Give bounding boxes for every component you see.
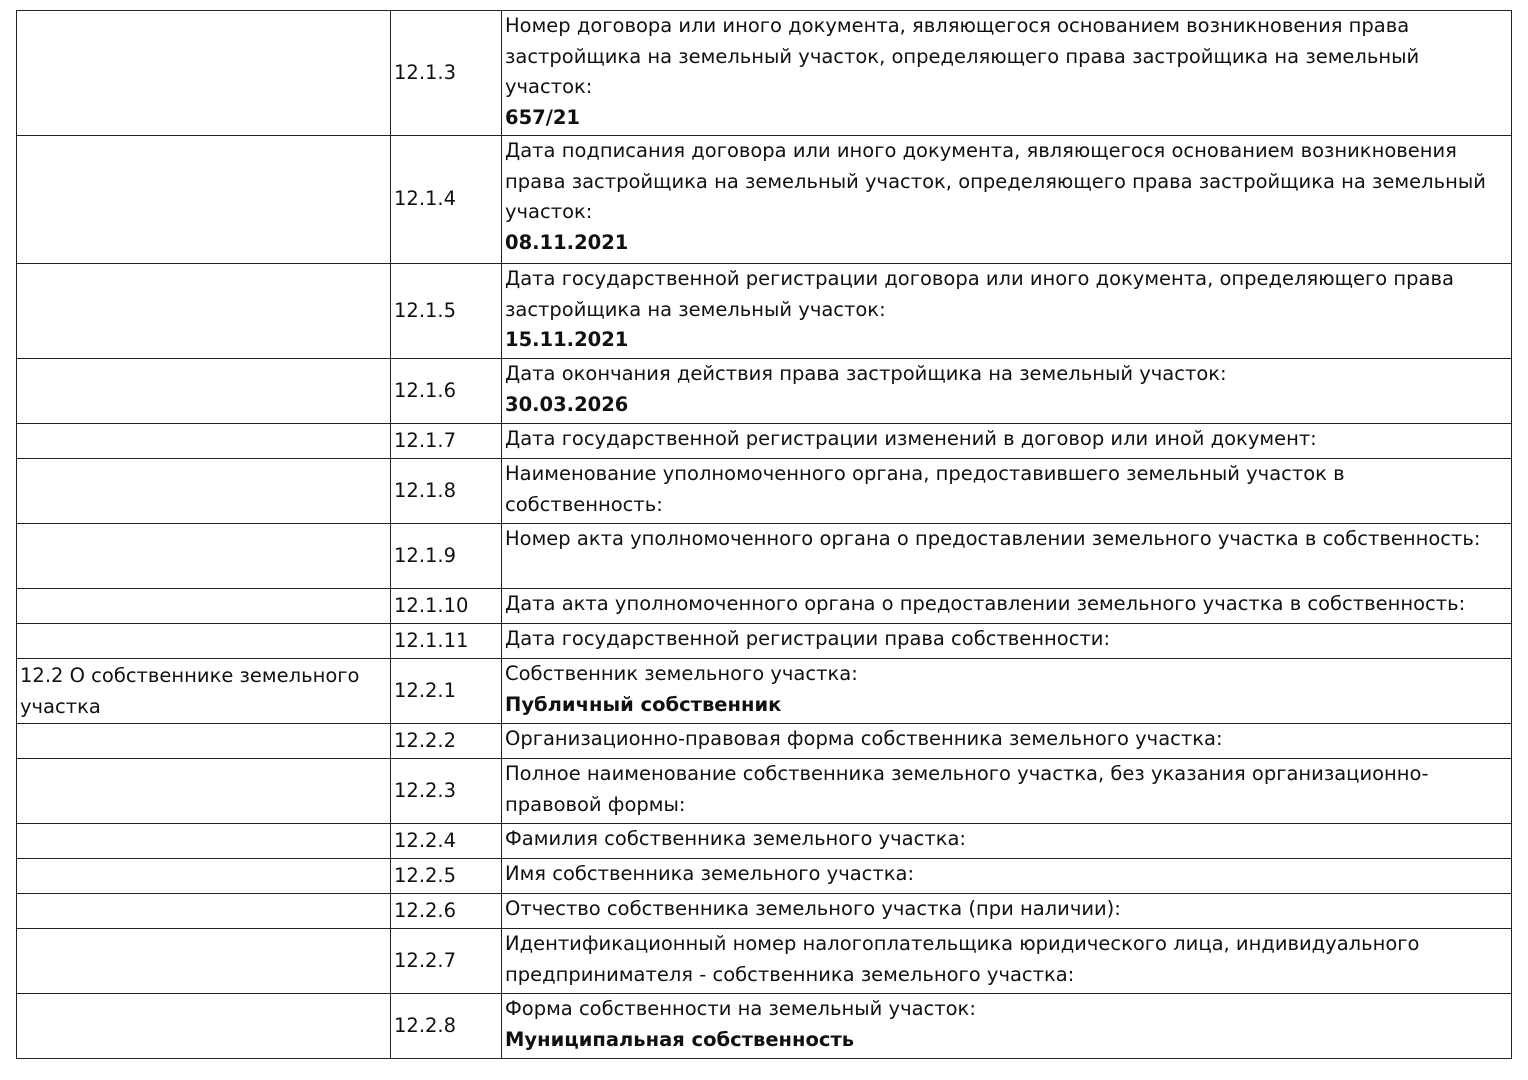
- item-description: Дата государственной регистрации договор…: [501, 263, 1512, 359]
- table-row: 12.1.4 Дата подписания договора или иног…: [16, 135, 1512, 264]
- item-number: 12.2.4: [390, 823, 502, 859]
- table-row: 12.2.8 Форма собственности на земельный …: [16, 993, 1512, 1059]
- item-number: 12.1.6: [390, 358, 502, 424]
- item-description: Фамилия собственника земельного участка:: [501, 823, 1512, 859]
- item-label: Дата государственной регистрации изменен…: [505, 427, 1317, 450]
- item-value: 30.03.2026: [505, 392, 629, 416]
- item-value: Публичный собственник: [505, 692, 782, 716]
- item-description: Полное наименование собственника земельн…: [501, 758, 1512, 824]
- item-value: 15.11.2021: [505, 328, 629, 351]
- item-description: Отчество собственника земельного участка…: [501, 893, 1512, 929]
- section-cell: [16, 10, 391, 136]
- item-label: Фамилия собственника земельного участка:: [505, 827, 967, 850]
- item-number: 12.2.3: [390, 758, 502, 824]
- section-cell: [16, 588, 391, 624]
- item-number: 12.1.11: [390, 623, 502, 659]
- item-number: 12.1.7: [390, 423, 502, 459]
- item-label: Идентификационный номер налогоплательщик…: [505, 932, 1420, 986]
- item-number: 12.2.8: [390, 993, 502, 1059]
- item-description: Идентификационный номер налогоплательщик…: [501, 928, 1512, 994]
- section-cell: [16, 458, 391, 524]
- item-value: Муниципальная собственность: [505, 1027, 855, 1051]
- section-cell: [16, 723, 391, 759]
- item-label: Номер акта уполномоченного органа о пред…: [505, 527, 1481, 550]
- item-label: Форма собственности на земельный участок…: [505, 997, 976, 1020]
- section-cell: [16, 263, 391, 359]
- item-number: 12.2.6: [390, 893, 502, 929]
- section-cell: [16, 928, 391, 994]
- item-label: Организационно-правовая форма собственни…: [505, 727, 1223, 750]
- table-row: 12.1.8 Наименование уполномоченного орга…: [16, 458, 1512, 524]
- item-label: Отчество собственника земельного участка…: [505, 897, 1121, 920]
- item-number: 12.2.1: [390, 658, 502, 724]
- item-description: Номер договора или иного документа, явля…: [501, 10, 1512, 136]
- table-row: 12.2 О собственнике земельного участка 1…: [16, 658, 1512, 724]
- item-description: Наименование уполномоченного органа, пре…: [501, 458, 1512, 524]
- item-label: Собственник земельного участка:: [505, 662, 858, 685]
- item-label: Дата акта уполномоченного органа о предо…: [505, 592, 1466, 615]
- item-description: Дата акта уполномоченного органа о предо…: [501, 588, 1512, 624]
- item-description: Организационно-правовая форма собственни…: [501, 723, 1512, 759]
- declaration-table: 12.1.3 Номер договора или иного документ…: [16, 10, 1512, 1059]
- item-number: 12.2.2: [390, 723, 502, 759]
- item-description: Дата окончания действия права застройщик…: [501, 358, 1512, 424]
- item-value: 08.11.2021: [505, 230, 629, 254]
- item-description: Собственник земельного участка: Публичный…: [501, 658, 1512, 724]
- table-row: 12.2.3 Полное наименование собственника …: [16, 758, 1512, 824]
- section-cell: [16, 423, 391, 459]
- item-number: 12.1.3: [390, 10, 502, 136]
- section-cell: [16, 823, 391, 859]
- table-row: 12.1.3 Номер договора или иного документ…: [16, 10, 1512, 136]
- table-row: 12.2.2 Организационно-правовая форма соб…: [16, 723, 1512, 759]
- item-number: 12.1.10: [390, 588, 502, 624]
- item-description: Дата государственной регистрации права с…: [501, 623, 1512, 659]
- item-label: Дата государственной регистрации права с…: [505, 627, 1111, 650]
- section-cell: [16, 893, 391, 929]
- table-row: 12.1.9 Номер акта уполномоченного органа…: [16, 523, 1512, 589]
- table-row: 12.2.4 Фамилия собственника земельного у…: [16, 823, 1512, 859]
- section-cell: 12.2 О собственнике земельного участка: [16, 658, 391, 724]
- item-label: Полное наименование собственника земельн…: [505, 762, 1429, 816]
- item-number: 12.1.4: [390, 135, 502, 264]
- item-description: Имя собственника земельного участка:: [501, 858, 1512, 894]
- item-label: Имя собственника земельного участка:: [505, 862, 915, 885]
- table-row: 12.2.5 Имя собственника земельного участ…: [16, 858, 1512, 894]
- item-description: Номер акта уполномоченного органа о пред…: [501, 523, 1512, 589]
- item-label: Дата государственной регистрации договор…: [505, 267, 1454, 321]
- item-label: Наименование уполномоченного органа, пре…: [505, 462, 1345, 516]
- table-row: 12.1.6 Дата окончания действия права зас…: [16, 358, 1512, 424]
- item-label: Дата подписания договора или иного докум…: [505, 139, 1486, 223]
- table-row: 12.2.7 Идентификационный номер налогопла…: [16, 928, 1512, 994]
- section-cell: [16, 758, 391, 824]
- section-cell: [16, 623, 391, 659]
- item-label: Номер договора или иного документа, явля…: [505, 14, 1420, 98]
- section-cell: [16, 135, 391, 264]
- item-description: Дата подписания договора или иного докум…: [501, 135, 1512, 264]
- item-number: 12.2.7: [390, 928, 502, 994]
- table-row: 12.1.10 Дата акта уполномоченного органа…: [16, 588, 1512, 624]
- section-cell: [16, 358, 391, 424]
- section-cell: [16, 858, 391, 894]
- section-cell: [16, 523, 391, 589]
- item-number: 12.1.5: [390, 263, 502, 359]
- table-row: 12.1.7 Дата государственной регистрации …: [16, 423, 1512, 459]
- item-number: 12.2.5: [390, 858, 502, 894]
- item-label: Дата окончания действия права застройщик…: [505, 362, 1227, 385]
- item-description: Дата государственной регистрации изменен…: [501, 423, 1512, 459]
- table-row: 12.1.11 Дата государственной регистрации…: [16, 623, 1512, 659]
- item-value: 657/21: [505, 105, 580, 129]
- item-number: 12.1.8: [390, 458, 502, 524]
- table-row: 12.2.6 Отчество собственника земельного …: [16, 893, 1512, 929]
- item-description: Форма собственности на земельный участок…: [501, 993, 1512, 1059]
- table-row: 12.1.5 Дата государственной регистрации …: [16, 263, 1512, 359]
- section-cell: [16, 993, 391, 1059]
- item-number: 12.1.9: [390, 523, 502, 589]
